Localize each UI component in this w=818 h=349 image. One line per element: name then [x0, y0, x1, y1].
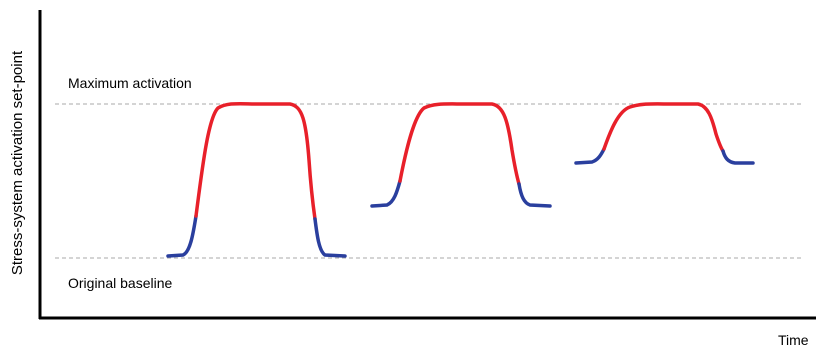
y-axis-label: Stress-system activation set-point [9, 50, 26, 275]
episode-1-fall-tail [313, 217, 347, 258]
episode-2-rise-tail [370, 179, 402, 208]
episode-1-peak-curve [194, 101, 317, 221]
x-axis-label: Time [778, 332, 809, 348]
episode-3 [574, 102, 755, 165]
max-activation-label: Maximum activation [68, 75, 192, 91]
episode-3-fall-tail [721, 149, 755, 165]
episode-1 [166, 101, 347, 258]
episode-1-rise-tail [166, 214, 198, 258]
episode-2-fall-tail [517, 182, 552, 208]
episode-3-peak-curve [602, 102, 725, 153]
episode-2 [370, 102, 552, 208]
baseline-label: Original baseline [68, 275, 172, 291]
episode-2-peak-curve [398, 102, 521, 186]
episode-3-rise-tail [574, 147, 606, 165]
